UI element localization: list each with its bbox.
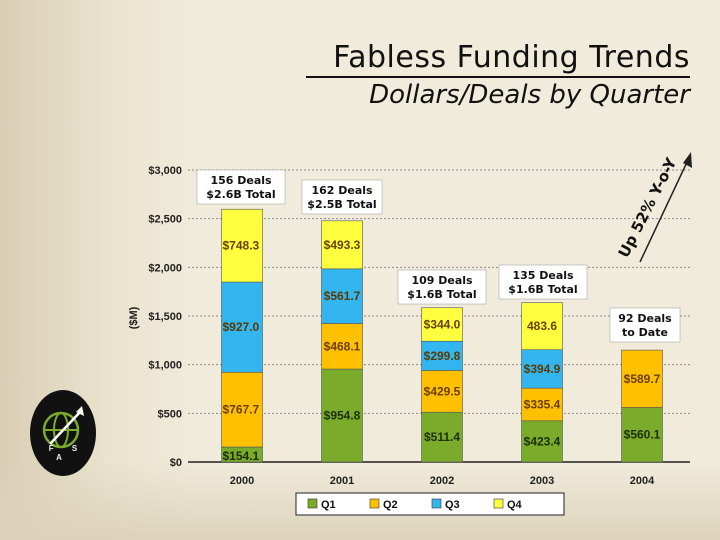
bar-segment-2002-q1	[421, 411, 463, 463]
bar-segment-2000-q4	[221, 208, 263, 283]
title-underline	[306, 76, 690, 78]
annotation-text: $2.5B Total	[307, 198, 376, 211]
legend-label-q2: Q2	[383, 499, 398, 511]
data-label: $493.3	[324, 238, 361, 252]
bar-segment-2000-q3	[221, 281, 263, 373]
data-label: $767.7	[223, 403, 260, 417]
bar-segment-2001-q3	[321, 268, 363, 324]
annotation-text: 162 Deals	[311, 184, 373, 197]
annotation-text: $2.6B Total	[206, 188, 275, 201]
legend-swatch-q2	[369, 498, 380, 509]
annotation-box-2001	[301, 179, 383, 215]
stacked-bars: $154.1 $767.7 $927.0 $748.3 $954.8 $468.1 $561…	[221, 208, 663, 463]
bar-segment-2003-q3	[521, 349, 563, 389]
bar-segment-2002-q3	[421, 340, 463, 371]
bar-segment-2003-q2	[521, 387, 563, 422]
y-tick-label: $2,500	[148, 214, 182, 226]
y-tick-label: $500	[158, 408, 182, 420]
y-tick-label: $2,000	[148, 262, 182, 274]
annotation-text: $1.6B Total	[407, 288, 476, 301]
legend-swatch-q3	[431, 498, 442, 509]
data-label: $748.3	[223, 239, 260, 253]
bar-segment-2003-q4	[521, 302, 563, 351]
y-axis-label: ($M)	[128, 306, 140, 329]
slide-title: Fabless Funding Trends	[333, 40, 690, 75]
annotation-box-2004	[609, 307, 681, 343]
trend-note: Up 52% Y-o-Y	[615, 152, 692, 263]
trend-arrow-head-icon	[683, 152, 692, 168]
data-label: $335.4	[524, 397, 561, 411]
annotation-text: 92 Deals	[618, 312, 672, 325]
legend-box	[295, 492, 565, 516]
x-tick-label: 2001	[330, 475, 354, 487]
bar-segment-2003-q1	[521, 420, 563, 463]
data-label: $299.8	[424, 349, 461, 363]
bar-segment-2001-q4	[321, 220, 363, 270]
y-tick-label: $0	[170, 457, 182, 469]
data-label: $560.1	[624, 428, 661, 442]
annotation-box-2003	[498, 264, 588, 300]
annotation-text: 135 Deals	[512, 269, 574, 282]
chart-legend: Q1 Q2 Q3 Q4	[295, 492, 565, 516]
data-label: $511.4	[424, 430, 460, 444]
legend-label-q3: Q3	[445, 499, 460, 511]
deal-annotations: 156 Deals$2.6B Total 162 Deals$2.5B Total…	[196, 169, 681, 343]
data-label: $423.4	[524, 434, 561, 448]
bar-segment-2004-q2	[621, 349, 663, 408]
bar-segment-2002-q4	[421, 307, 463, 342]
data-label: $927.0	[223, 320, 260, 334]
y-tick-label: $3,000	[148, 165, 182, 177]
x-tick-label: 2003	[530, 475, 554, 487]
slide-subtitle: Dollars/Deals by Quarter	[369, 80, 690, 110]
bar-segment-2004-q1	[621, 407, 663, 463]
x-tick-label: 2000	[230, 475, 254, 487]
bar-segment-2001-q1	[321, 368, 363, 463]
data-label: $589.7	[624, 372, 661, 386]
annotation-text: $1.6B Total	[508, 283, 577, 296]
legend-label-q1: Q1	[321, 499, 336, 511]
annotation-text: 156 Deals	[210, 174, 272, 187]
x-axis-tick-labels: 2000 2001 2002 2003 2004	[230, 475, 655, 487]
annotation-text: 109 Deals	[411, 274, 473, 287]
x-tick-label: 2004	[630, 475, 655, 487]
bar-segment-2000-q2	[221, 371, 263, 448]
data-label: $468.1	[324, 339, 361, 353]
data-label: $429.5	[424, 384, 461, 398]
data-label: $344.0	[424, 317, 461, 331]
data-label: 483.6	[527, 319, 557, 333]
x-tick-label: 2002	[430, 475, 454, 487]
data-label: $394.9	[524, 362, 561, 376]
data-label: $561.7	[324, 289, 361, 303]
legend-swatch-q1	[307, 498, 318, 509]
data-label: $154.1	[223, 449, 260, 463]
y-tick-label: $1,500	[148, 311, 182, 323]
y-axis-tick-labels: $0 $500 $1,000 $1,500 $2,000 $2,500 $3,000	[148, 165, 182, 469]
data-label: $954.8	[324, 409, 361, 423]
fsa-logo-icon: F S A	[30, 390, 96, 476]
annotation-box-2000	[196, 169, 286, 205]
y-tick-label: $1,000	[148, 360, 182, 372]
trend-arrow-line	[639, 159, 689, 263]
logo-letters: F S A	[48, 444, 86, 462]
annotation-box-2002	[397, 269, 487, 305]
legend-swatch-q4	[493, 498, 504, 509]
legend-label-q4: Q4	[507, 499, 523, 511]
annotation-text: to Date	[622, 326, 668, 339]
globe-arrow-icon	[42, 406, 84, 449]
